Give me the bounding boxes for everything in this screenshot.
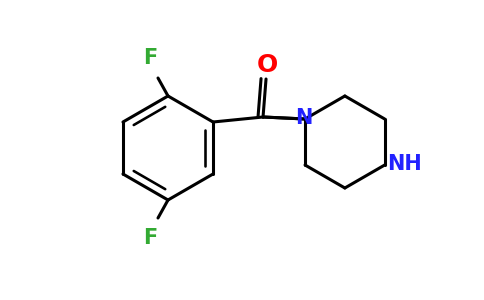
Text: NH: NH [387,154,422,174]
Text: F: F [143,48,157,68]
Text: N: N [295,108,313,128]
Text: O: O [257,53,278,77]
Text: F: F [143,228,157,248]
